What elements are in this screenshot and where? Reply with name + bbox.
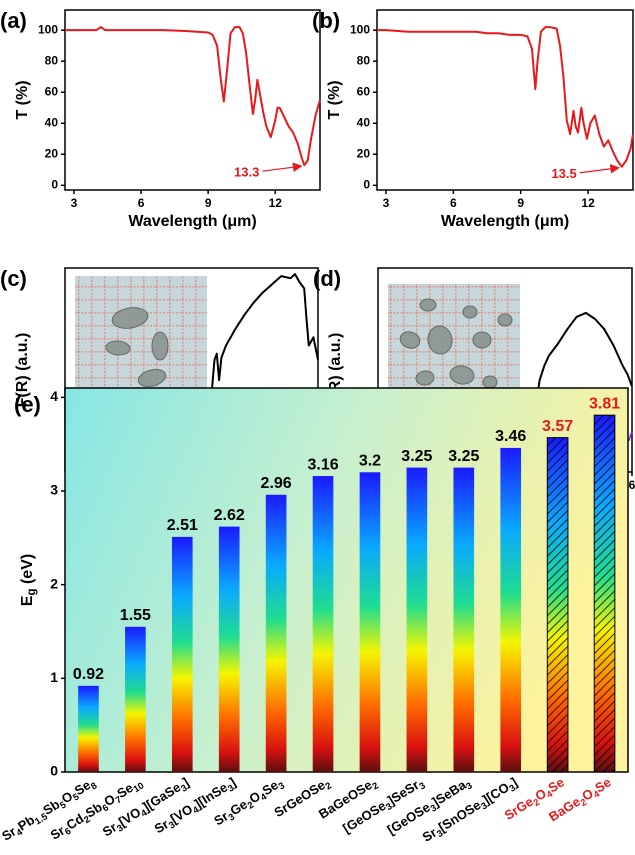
x-axis-label: Wavelength (μm) [128,213,256,230]
x-tick-label: 6 [138,196,145,210]
panel-label: (c) [0,266,27,291]
bar-hatch [546,437,569,773]
y-axis-label: F(R) (a.u.) [14,333,31,408]
bar [125,626,146,772]
value-label: 2.62 [214,507,245,524]
crystal [472,331,492,349]
y-tick-label: 2 [50,575,58,591]
crystal [399,331,421,349]
bar [453,467,475,772]
value-label: 2.96 [261,475,292,492]
value-label: 3.16 [307,456,338,473]
y-axis-label: Eg (eV) [19,554,38,606]
panel-label: (a) [0,8,27,33]
bar [359,472,381,772]
value-label: 3.25 [401,448,432,465]
y-tick-label: 60 [357,84,371,98]
y-tick-label: 0 [363,178,370,192]
y-tick-label: 4 [50,388,58,404]
y-tick-label: 0 [51,178,58,192]
y-tick-label: 100 [38,22,58,36]
x-tick-label: Sr6Cd2Sb6O7Se10 [48,775,146,845]
dip-arrow [579,164,620,174]
dip-annotation: 13.3 [234,165,259,180]
bar-hatch [593,414,616,773]
bar [78,685,99,772]
plot-frame [376,9,634,191]
value-label: 3.57 [542,418,573,435]
dip-arrow [262,162,303,173]
x-tick-label: 12 [581,196,595,210]
crystal [482,375,498,389]
panel-label: (d) [313,266,341,291]
crystal [105,340,131,356]
crystal [137,368,167,388]
bar [406,467,428,772]
plot-frame [64,387,629,773]
value-label: 2.51 [167,517,198,534]
x-tick-label: 3 [71,196,78,210]
y-tick-label: 100 [350,22,370,36]
crystal [427,325,453,355]
value-label: 3.2 [359,453,381,470]
crystal [449,365,475,385]
y-tick-label: 0 [50,763,58,779]
value-label: 3.81 [589,395,620,412]
bar [171,536,193,772]
y-tick-label: 20 [45,146,59,160]
y-tick-label: 80 [357,53,371,67]
dip-annotation: 13.5 [551,166,576,181]
x-tick-label: 3 [383,196,390,210]
x-tick-label: 6 [450,196,457,210]
y-axis-label: T (%) [14,80,31,119]
x-tick-label: 9 [517,196,524,210]
bar [312,476,334,772]
value-label: 0.92 [73,666,104,683]
x-tick-label: Sr3[VO4][InSe3] [152,775,240,839]
y-tick-label: 40 [357,115,371,129]
data-line [377,26,634,168]
y-tick-label: 3 [50,482,58,498]
x-tick-label: 9 [205,196,212,210]
y-axis-label: T (%) [326,80,343,119]
crystal [497,313,513,327]
crystal [462,305,478,319]
panel-label: (e) [14,392,41,417]
x-tick-label: 12 [269,196,283,210]
value-label: 1.55 [120,607,151,624]
plot-frame [64,9,321,191]
y-tick-label: 80 [45,53,59,67]
data-line [65,26,321,167]
y-tick-label: 1 [50,669,58,685]
y-tick-label: 40 [45,115,59,129]
crystal [151,331,169,361]
y-tick-label: 60 [45,84,59,98]
bar [218,526,240,772]
x-tick-label: 6 [629,478,635,492]
crystal [419,298,437,312]
panel-label: (b) [312,8,340,33]
x-axis-label: Wavelength (μm) [441,213,569,230]
crystal [111,307,149,329]
bar [500,447,522,772]
value-label: 3.46 [495,428,526,445]
bar [265,494,287,772]
y-tick-label: 20 [357,146,371,160]
value-label: 3.25 [448,448,479,465]
plot-background [65,388,628,772]
crystal [415,370,435,386]
